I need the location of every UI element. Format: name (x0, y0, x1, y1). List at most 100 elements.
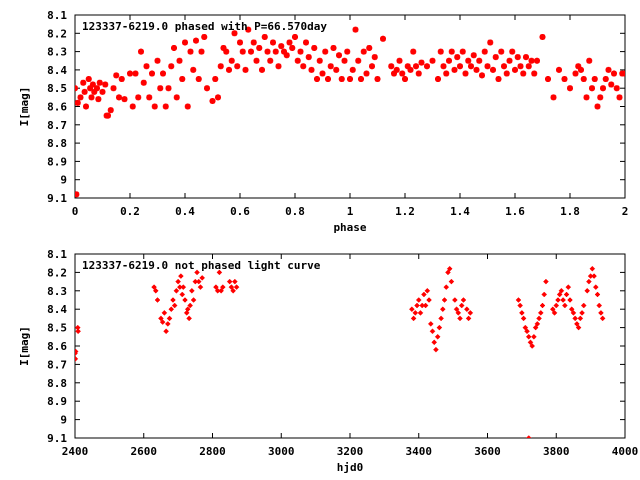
data-point (180, 284, 187, 290)
y-tick-label: 8.6 (47, 101, 67, 114)
x-tick-label: 3400 (406, 445, 433, 458)
data-point (154, 297, 161, 303)
data-point (418, 59, 425, 66)
data-point (468, 63, 474, 70)
y-tick-label: 8.8 (47, 377, 67, 390)
data-point (517, 63, 524, 70)
y-tick-label: 8.2 (47, 266, 67, 279)
data-point (596, 302, 603, 309)
data-point (96, 79, 103, 86)
plot-frame (74, 253, 626, 439)
data-point (448, 278, 455, 285)
data-point (551, 310, 558, 316)
data-point (158, 315, 164, 322)
data-point (220, 44, 227, 51)
data-point (347, 76, 353, 83)
data-point (520, 315, 527, 322)
data-point (410, 48, 417, 55)
data-point (520, 70, 527, 77)
data-point (539, 302, 546, 309)
data-point (512, 66, 518, 73)
data-point (228, 57, 235, 64)
data-point (429, 328, 436, 335)
data-point (441, 297, 448, 303)
data-point (151, 284, 157, 290)
data-point (443, 70, 450, 77)
data-point (527, 339, 534, 346)
x-tick-label: 0.8 (285, 205, 305, 218)
data-point (198, 48, 205, 55)
data-point (204, 85, 210, 92)
data-point (586, 278, 592, 285)
data-point (88, 94, 95, 101)
data-point (525, 333, 532, 340)
data-point (574, 321, 580, 327)
x-tick-label: 1.8 (560, 205, 580, 218)
data-point (410, 315, 417, 322)
y-axis-label: I[mag] (18, 87, 31, 127)
data-point (297, 48, 304, 55)
data-point (197, 284, 204, 290)
data-point (476, 57, 483, 64)
data-point (231, 278, 238, 285)
data-point (178, 273, 184, 279)
data-point (599, 315, 606, 322)
data-point (338, 76, 345, 83)
data-point (424, 63, 430, 70)
data-point (556, 66, 562, 73)
x-tick-label: 3600 (474, 445, 501, 458)
data-point (575, 324, 582, 331)
data-point (278, 43, 285, 50)
y-tick-label: 8.9 (47, 155, 67, 168)
data-point (445, 269, 451, 276)
data-point (580, 76, 587, 83)
data-point (572, 315, 579, 322)
data-point (193, 37, 199, 44)
y-tick-label: 8.5 (47, 82, 67, 95)
data-point (426, 297, 432, 303)
data-point (228, 284, 235, 290)
data-point (487, 39, 494, 46)
data-point (77, 94, 84, 101)
data-point (165, 85, 172, 92)
x-tick-label: 2400 (62, 445, 89, 458)
data-point (275, 63, 282, 70)
data-point (567, 85, 573, 92)
y-tick-label: 8.4 (47, 64, 67, 77)
data-point (160, 70, 166, 77)
data-point (151, 103, 158, 110)
data-point (534, 57, 540, 64)
data-point (437, 48, 444, 55)
data-point (272, 48, 279, 55)
data-point (514, 54, 521, 61)
data-point (325, 76, 331, 83)
data-point (458, 302, 465, 309)
y-tick-label: 9.1 (47, 432, 67, 445)
data-point (460, 297, 467, 303)
data-point (543, 278, 549, 285)
data-point (75, 99, 81, 106)
y-tick-label: 8.1 (47, 9, 67, 22)
y-axis-label: I[mag] (18, 326, 31, 366)
x-tick-label: 1.6 (505, 205, 525, 218)
x-tick-label: 0.2 (120, 205, 140, 218)
y-tick-label: 8.5 (47, 322, 67, 335)
data-point (561, 302, 568, 309)
data-point (448, 48, 455, 55)
data-point (577, 315, 584, 322)
data-point (113, 72, 120, 79)
y-tick-label: 8.6 (47, 340, 67, 353)
data-point (455, 310, 462, 316)
data-point (490, 66, 496, 73)
data-point (412, 310, 419, 316)
data-point (355, 57, 362, 64)
data-point (433, 346, 439, 353)
data-point (464, 306, 470, 313)
x-tick-label: 2800 (199, 445, 226, 458)
data-point (333, 66, 340, 73)
data-point (319, 70, 326, 77)
data-point (94, 85, 100, 92)
data-point (484, 63, 491, 70)
data-point (168, 63, 175, 70)
data-point (592, 284, 599, 290)
